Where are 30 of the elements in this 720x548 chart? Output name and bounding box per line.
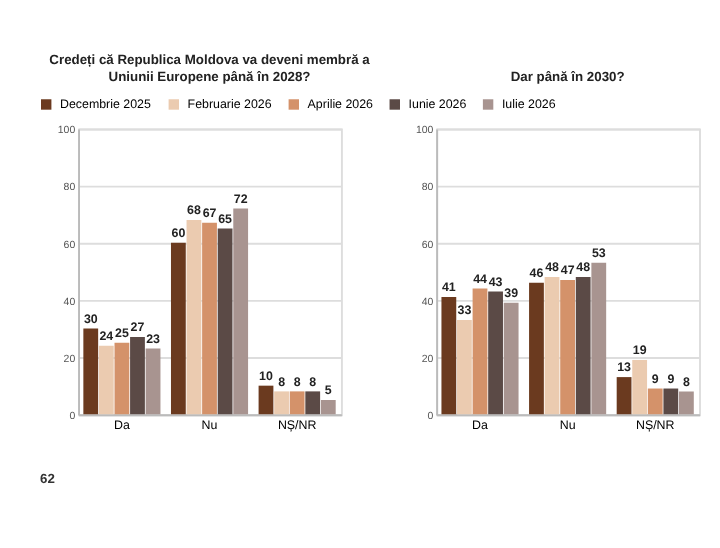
- bar: [441, 297, 457, 415]
- bar: [83, 328, 99, 415]
- bar: [305, 391, 321, 415]
- bar: [544, 277, 560, 415]
- bar: [678, 391, 694, 415]
- bar: [258, 385, 274, 415]
- bar: [170, 242, 186, 415]
- bar: [98, 345, 114, 415]
- bar: [647, 388, 663, 415]
- bar: [632, 359, 648, 415]
- bar: [529, 282, 544, 415]
- bar: [663, 388, 679, 415]
- bar: [320, 399, 336, 415]
- bar: [560, 279, 576, 415]
- bar: [457, 319, 472, 415]
- bar: [472, 288, 488, 415]
- bar: [145, 348, 161, 415]
- bar: [217, 228, 233, 415]
- bar: [575, 277, 591, 415]
- bar: [233, 208, 249, 415]
- bar: [186, 219, 202, 415]
- bar: [488, 291, 503, 415]
- bar: [202, 222, 217, 415]
- bar: [289, 391, 305, 415]
- bar: [130, 337, 145, 415]
- bar: [616, 377, 632, 415]
- bar: [274, 391, 289, 415]
- bar: [503, 302, 519, 415]
- bar: [114, 342, 130, 415]
- bar: [591, 262, 607, 415]
